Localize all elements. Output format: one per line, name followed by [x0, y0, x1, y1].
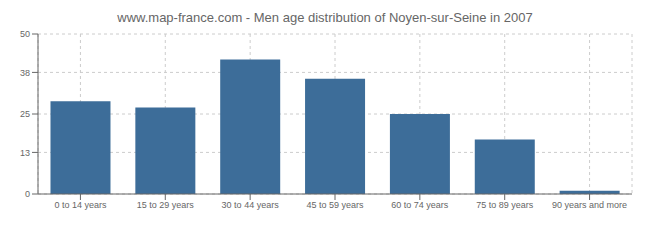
svg-text:13: 13: [20, 148, 30, 158]
svg-text:15 to 29 years: 15 to 29 years: [137, 200, 195, 210]
svg-text:60 to 74 years: 60 to 74 years: [391, 200, 449, 210]
svg-text:0 to 14 years: 0 to 14 years: [54, 200, 107, 210]
svg-text:90 years and more: 90 years and more: [552, 200, 627, 210]
svg-text:25: 25: [20, 109, 30, 119]
svg-text:75 to 89 years: 75 to 89 years: [476, 200, 534, 210]
svg-text:50: 50: [20, 29, 30, 39]
html-text:www.map-france.com - Men age d: www.map-france.com - Men age distributio…: [117, 10, 533, 25]
svg-text:45 to 59 years: 45 to 59 years: [306, 200, 364, 210]
svg-text:0: 0: [25, 189, 30, 199]
svg-text:38: 38: [20, 68, 30, 78]
svg-text:30 to 44 years: 30 to 44 years: [222, 200, 280, 210]
